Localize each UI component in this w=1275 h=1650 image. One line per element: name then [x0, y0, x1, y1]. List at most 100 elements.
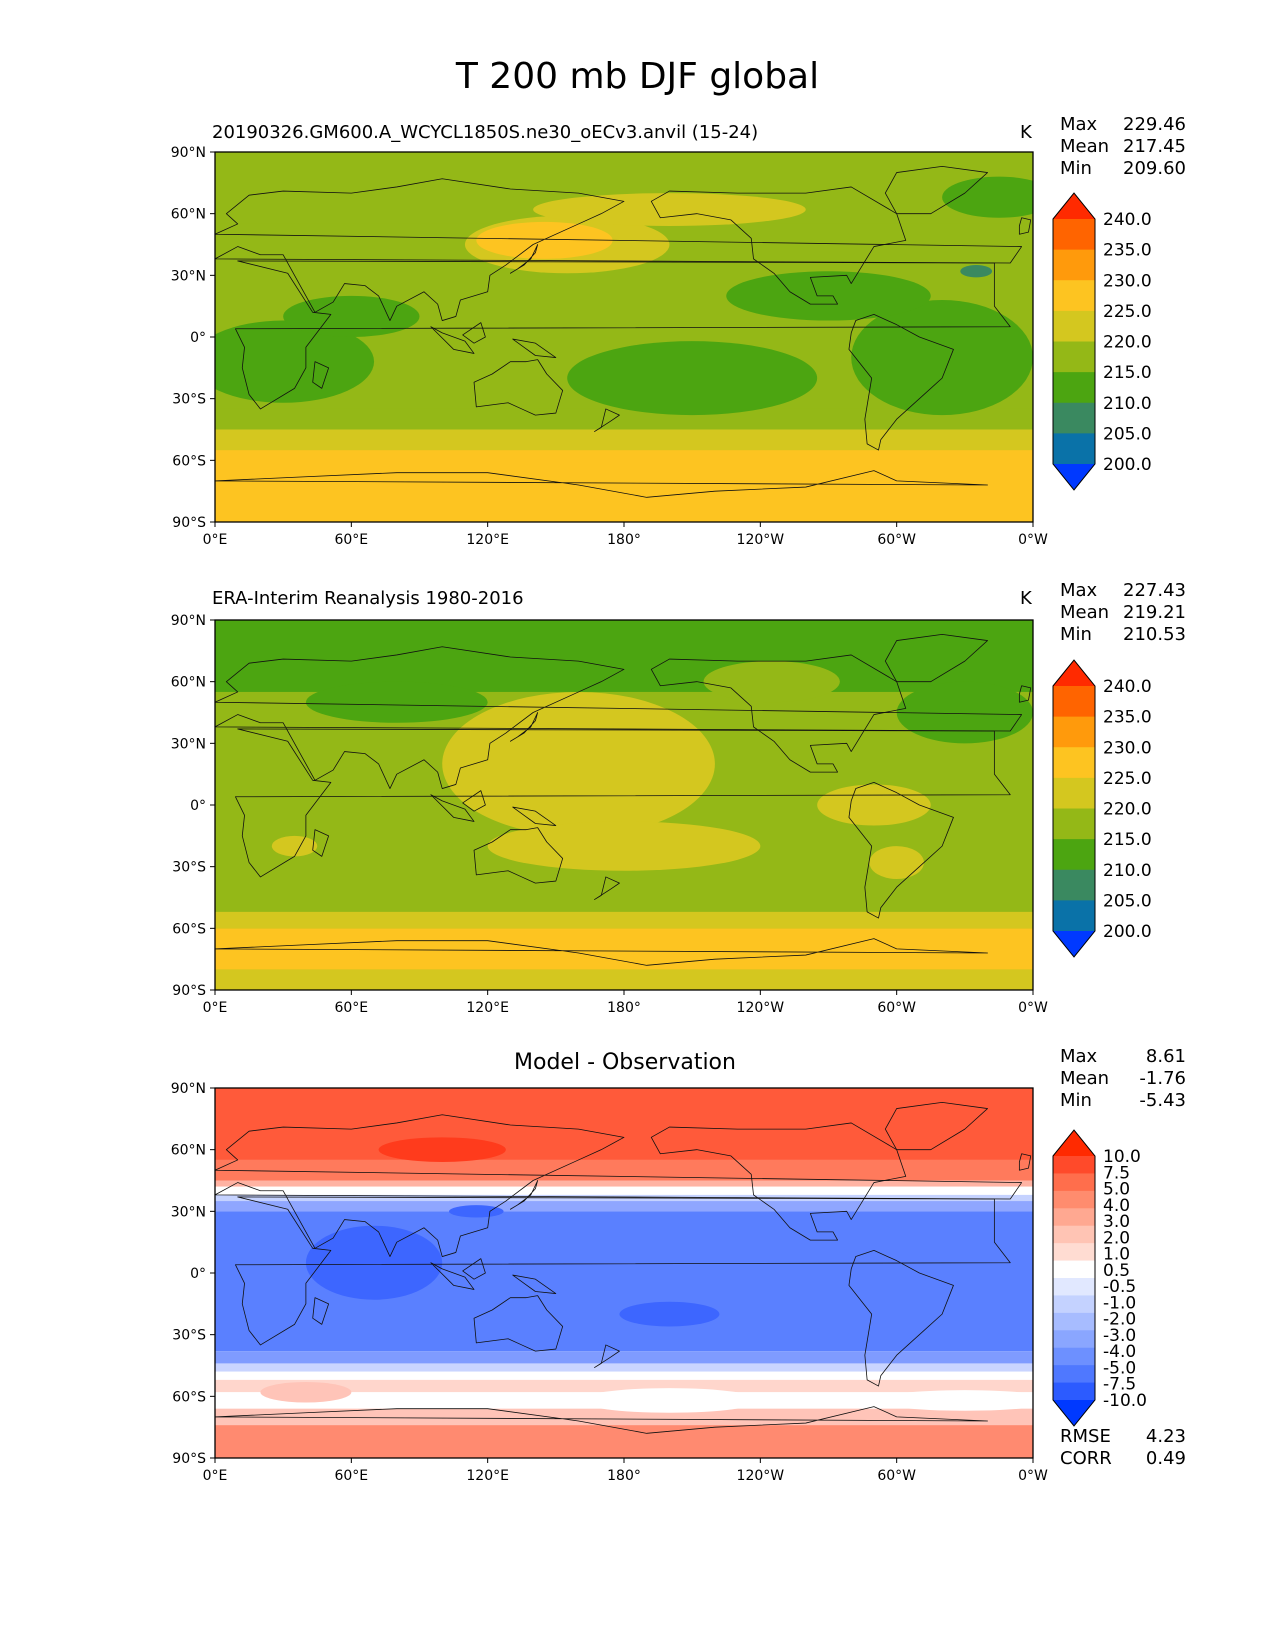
field-band — [215, 969, 1033, 990]
colorbar-tick-label: 230.0 — [1103, 738, 1152, 758]
y-tick-label: 30°N — [171, 268, 206, 284]
field-band — [215, 928, 1033, 970]
coastline — [462, 322, 486, 344]
coastline — [462, 1258, 486, 1280]
stat-label: Min — [1060, 624, 1092, 645]
coastline — [430, 326, 475, 354]
y-tick-label: 60°N — [171, 1143, 206, 1159]
colorbar-tick-label: -7.5 — [1103, 1375, 1136, 1395]
map-panel: 0°E 60°E 120°E 180° 120°W 60°W 0°W 90°N 60°N 30°N… — [171, 1081, 1147, 1484]
y-tick-label: 0° — [190, 1266, 206, 1282]
colorbar-extend-top — [1053, 193, 1095, 219]
colorbar-tick-label: 240.0 — [1103, 210, 1152, 230]
y-tick-label: 30°N — [171, 1204, 206, 1220]
y-tick-label: 60°S — [172, 1389, 206, 1405]
field-band — [215, 1371, 1033, 1380]
coastline — [235, 1196, 1011, 1346]
stat-label: Min — [1060, 158, 1092, 179]
units-label: K — [1020, 588, 1032, 609]
x-tick-label: 60°E — [334, 1468, 368, 1484]
field-band — [215, 1088, 1033, 1160]
field-region — [578, 1388, 761, 1413]
colorbar-tick-label: 210.0 — [1103, 394, 1152, 414]
coastline — [512, 806, 557, 826]
colorbar-tick-label: 205.0 — [1103, 891, 1152, 911]
stat-label: Max — [1060, 1046, 1098, 1067]
stat-label: Max — [1060, 580, 1098, 601]
colorbar-segment — [1053, 1173, 1095, 1192]
colorbar-tick-label: -3.0 — [1103, 1326, 1136, 1346]
colorbar-extend-bottom — [1053, 464, 1095, 490]
y-tick-label: 30°N — [171, 736, 206, 752]
x-tick-label: 60°W — [877, 532, 916, 548]
metric-label: CORR — [1060, 1448, 1112, 1469]
colorbar-tick-label: 230.0 — [1103, 271, 1152, 291]
colorbar-segment — [1053, 1156, 1095, 1174]
coastline — [650, 1122, 907, 1241]
stat-label: Max — [1060, 114, 1098, 135]
field-band — [215, 1379, 1033, 1393]
field-region — [896, 681, 1033, 744]
colorbar-tick-label: 220.0 — [1103, 333, 1152, 353]
y-tick-label: 90°S — [172, 515, 206, 531]
y-tick-label: 0° — [190, 798, 206, 814]
stats-box: Max 227.43 Mean 219.21 Min 210.53 — [1060, 580, 1186, 646]
field-region — [442, 691, 715, 836]
field-band — [215, 620, 1033, 692]
y-tick-label: 30°S — [172, 1328, 206, 1344]
y-tick-label: 60°N — [171, 207, 206, 223]
stat-label: Mean — [1060, 602, 1110, 623]
stat-value: 8.61 — [1145, 1046, 1186, 1067]
colorbar-segment — [1053, 1225, 1095, 1244]
colorbar-segment — [1053, 219, 1095, 251]
metrics-box: RMSE 4.23 CORR 0.49 — [1060, 1426, 1186, 1470]
coastline — [594, 876, 620, 900]
field-region — [960, 265, 993, 278]
metric-value: 0.49 — [1145, 1448, 1186, 1469]
x-tick-label: 120°W — [737, 1000, 785, 1016]
colorbar-tick-label: -4.0 — [1103, 1342, 1136, 1362]
colorbar-segment — [1053, 686, 1095, 718]
colorbar-outline — [1052, 1129, 1096, 1427]
x-tick-label: 0°E — [203, 1468, 228, 1484]
field-layer — [215, 620, 1033, 990]
colorbar-segment — [1053, 1190, 1095, 1209]
y-tick-label: 90°N — [171, 613, 206, 629]
colorbar-segment — [1053, 249, 1095, 281]
coastline — [650, 654, 907, 773]
coastline — [848, 781, 954, 919]
coastline — [1018, 685, 1032, 703]
units-label: K — [1020, 122, 1032, 143]
stat-value: 209.60 — [1123, 158, 1186, 179]
colorbar-segment — [1053, 1295, 1095, 1314]
coastline — [509, 712, 539, 742]
coastline — [512, 1274, 557, 1294]
coastline — [594, 408, 620, 432]
stat-value: -1.76 — [1139, 1068, 1186, 1089]
field-region — [476, 221, 613, 259]
colorbar-segment — [1053, 1347, 1095, 1366]
stat-label: Min — [1060, 1090, 1092, 1111]
coastline — [215, 1114, 1023, 1257]
field-band — [215, 1159, 1033, 1181]
colorbar-tick-label: 240.0 — [1103, 677, 1152, 697]
x-tick-label: 0°W — [1018, 1468, 1048, 1484]
x-tick-label: 120°W — [737, 532, 785, 548]
coastline — [235, 728, 1011, 878]
colorbar-segment — [1053, 1243, 1095, 1262]
field-region — [942, 176, 1033, 218]
field-band — [215, 1425, 1033, 1458]
field-region — [260, 1381, 352, 1403]
colorbar-segment — [1053, 747, 1095, 779]
field-region — [567, 341, 818, 416]
y-tick-label: 30°S — [172, 392, 206, 408]
field-band — [215, 1408, 1033, 1426]
field-band — [215, 1363, 1033, 1372]
colorbar-segment — [1053, 1330, 1095, 1349]
field-region — [619, 1301, 720, 1327]
stats-box: Max 8.61 Mean -1.76 Min -5.43 — [1060, 1046, 1186, 1112]
x-tick-label: 60°W — [877, 1468, 916, 1484]
colorbar-tick-label: -1.0 — [1103, 1293, 1136, 1313]
colorbar-segment — [1053, 402, 1095, 434]
